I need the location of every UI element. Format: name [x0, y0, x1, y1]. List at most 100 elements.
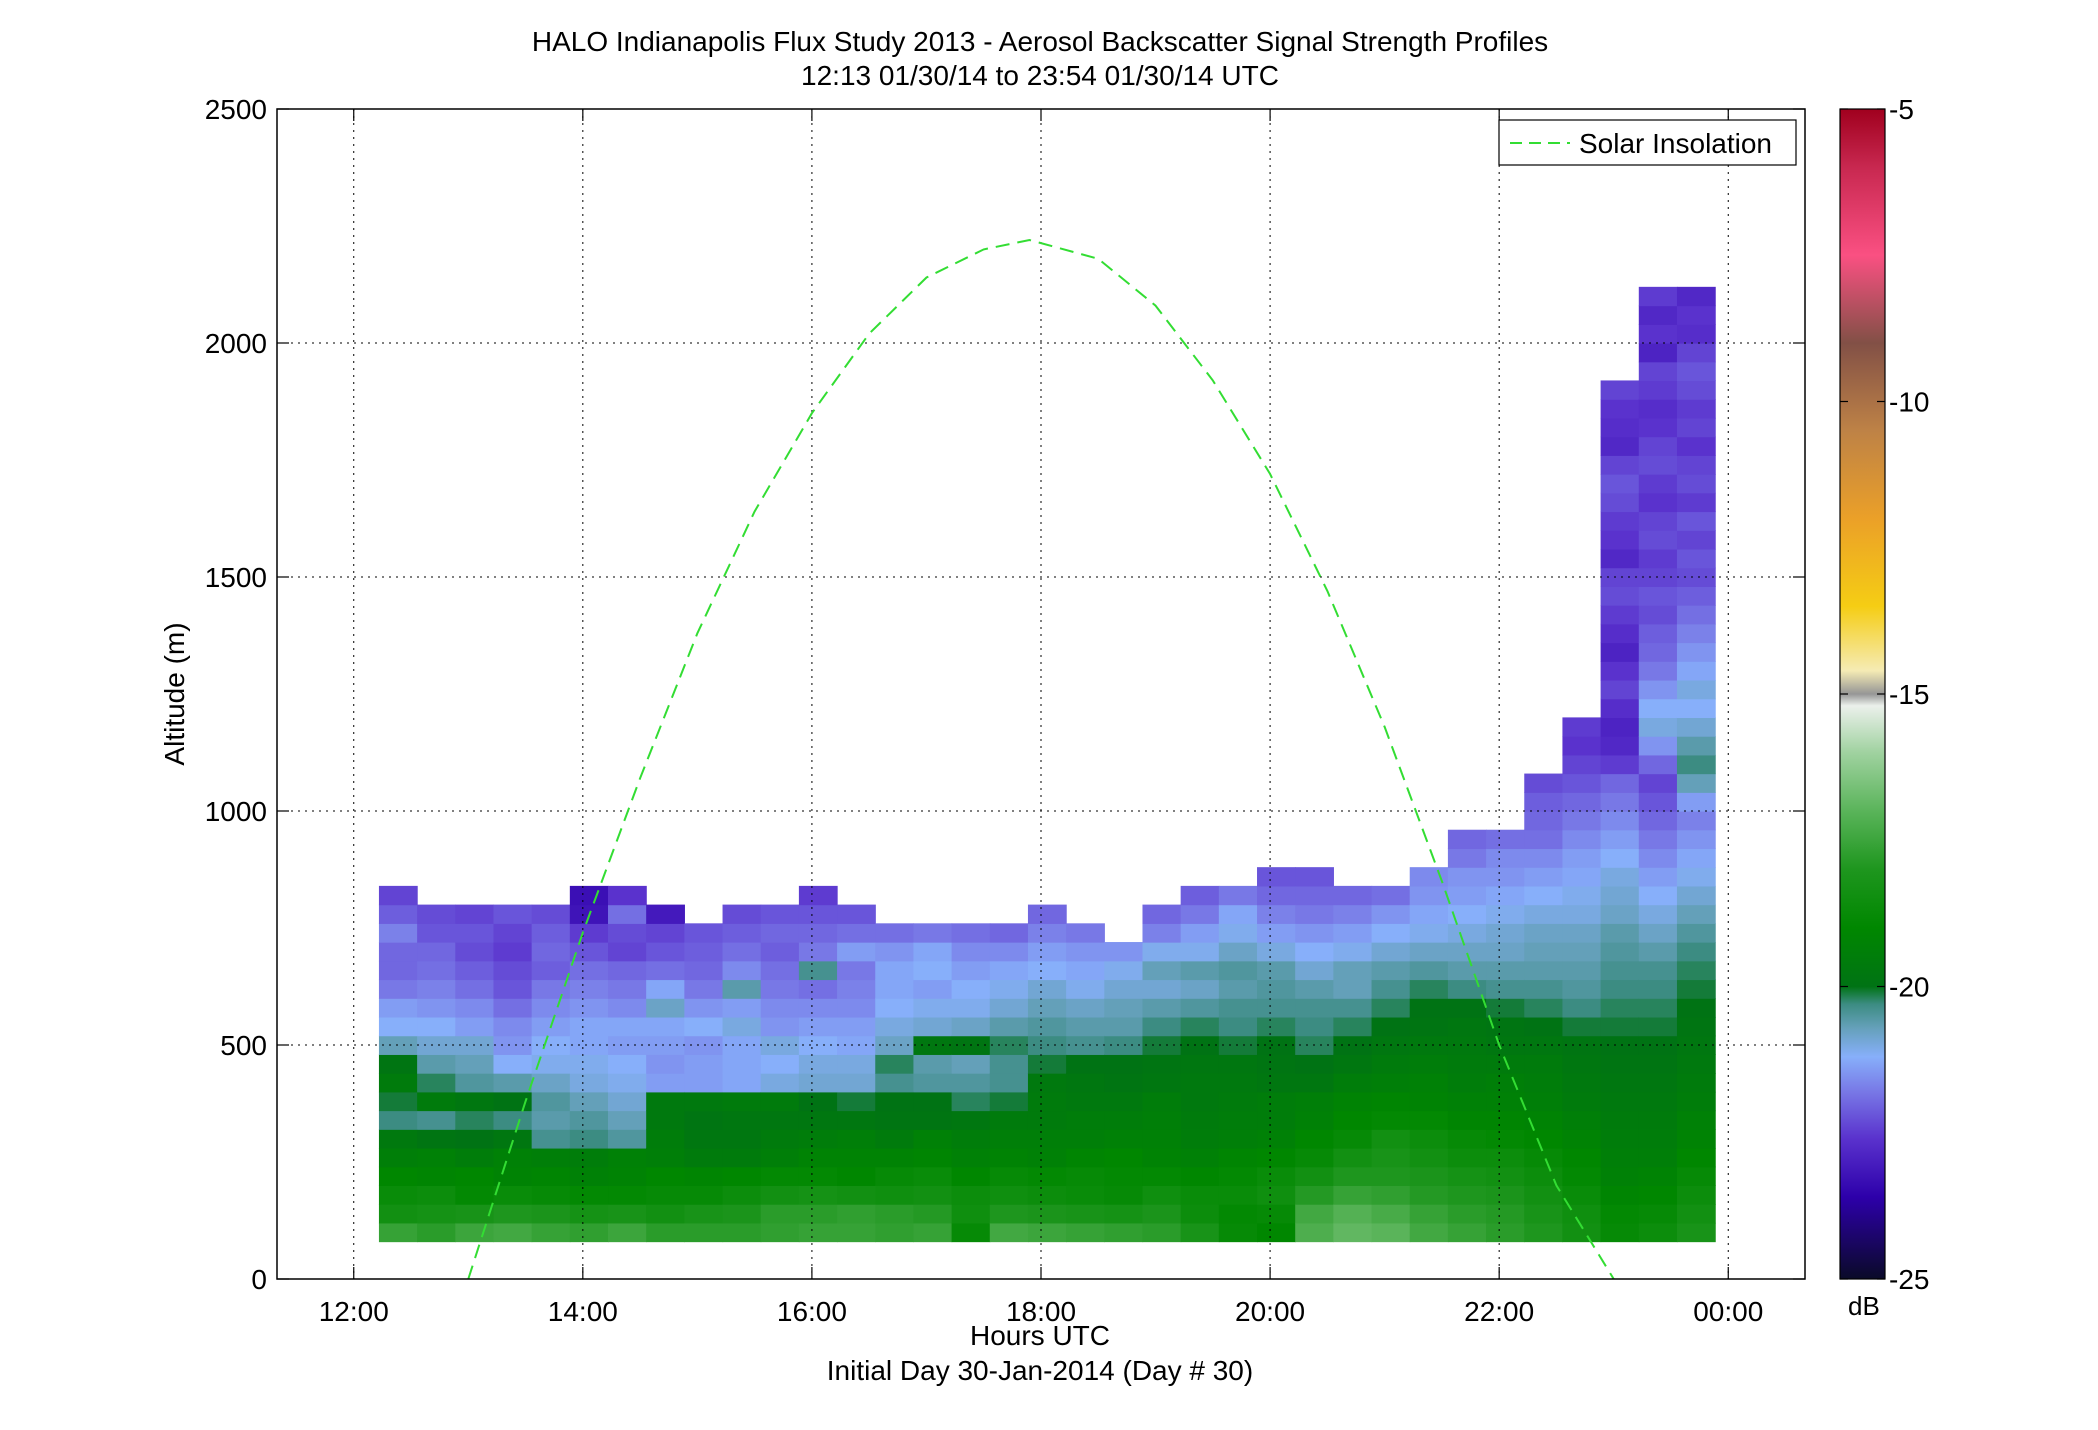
heatmap-cell: [1562, 1129, 1602, 1149]
heatmap-cell: [1524, 1204, 1564, 1224]
heatmap-cell: [1638, 455, 1678, 475]
heatmap-cell: [1638, 586, 1678, 606]
heatmap-cell: [684, 1147, 724, 1168]
heatmap-cell: [1409, 885, 1449, 906]
heatmap-cell: [1524, 867, 1564, 887]
heatmap-cell: [1104, 942, 1144, 962]
heatmap-cell: [1027, 1110, 1067, 1130]
heatmap-cell: [875, 960, 915, 981]
heatmap-cell: [1104, 1147, 1144, 1168]
heatmap-cell: [1600, 623, 1640, 644]
heatmap-cell: [1180, 885, 1220, 906]
heatmap-cell: [1295, 1073, 1334, 1093]
heatmap-cell: [1562, 998, 1602, 1018]
heatmap-cell: [1257, 979, 1296, 999]
heatmap-cell: [455, 1129, 495, 1149]
heatmap-cell: [1600, 717, 1640, 737]
heatmap-cell: [798, 1091, 838, 1112]
heatmap-cell: [1562, 736, 1602, 756]
heatmap-cell: [951, 1016, 991, 1037]
heatmap-cell: [569, 1035, 609, 1055]
heatmap-cell: [493, 942, 533, 962]
heatmap-cell: [608, 923, 647, 943]
heatmap-cell: [1486, 979, 1525, 999]
heatmap-cell: [1142, 979, 1182, 999]
heatmap-cell: [1524, 904, 1564, 924]
heatmap-cell: [1638, 998, 1678, 1018]
heatmap-cell: [1486, 829, 1525, 850]
heatmap-cell: [531, 1204, 571, 1224]
heatmap-cell: [1257, 1054, 1296, 1074]
heatmap-cell: [1486, 1054, 1525, 1074]
heatmap-cell: [760, 1147, 800, 1168]
x-tick-label: 00:00: [1693, 1296, 1763, 1327]
heatmap-cell: [722, 1110, 762, 1130]
heatmap-cell: [875, 1054, 915, 1074]
heatmap-cell: [1333, 942, 1373, 962]
heatmap-cell: [569, 1091, 609, 1112]
heatmap-cell: [1600, 661, 1640, 681]
heatmap-cell: [1218, 1110, 1258, 1130]
heatmap-cell: [1104, 979, 1144, 999]
heatmap-cell: [1676, 492, 1716, 513]
heatmap-cell: [1600, 979, 1640, 999]
heatmap-cell: [1409, 1204, 1449, 1224]
heatmap-cell: [493, 960, 533, 981]
legend-label: Solar Insolation: [1579, 128, 1772, 159]
heatmap-cell: [1600, 867, 1640, 887]
heatmap-cell: [1257, 1035, 1296, 1055]
heatmap-cell: [646, 1166, 685, 1186]
heatmap-cell: [1486, 1147, 1525, 1168]
heatmap-cell: [1447, 1222, 1487, 1243]
heatmap-cell: [493, 1016, 533, 1037]
heatmap-cell: [493, 1054, 533, 1074]
heatmap-cell: [455, 998, 495, 1018]
heatmap-cell: [798, 1166, 838, 1186]
heatmap-cell: [1638, 1054, 1678, 1074]
heatmap-cell: [1676, 998, 1716, 1018]
heatmap-cell: [378, 979, 418, 999]
heatmap-cell: [1104, 1222, 1144, 1243]
x-axis-sublabel: Initial Day 30-Jan-2014 (Day # 30): [827, 1355, 1253, 1386]
heatmap-cell: [1066, 1204, 1105, 1224]
heatmap-cell: [569, 1166, 609, 1186]
heatmap-cell: [1562, 1035, 1602, 1055]
heatmap-cell: [608, 1185, 647, 1205]
heatmap-cell: [1218, 1204, 1258, 1224]
heatmap-cell: [1218, 1016, 1258, 1037]
heatmap-cell: [989, 1110, 1029, 1130]
heatmap-cell: [1562, 979, 1602, 999]
heatmap-cell: [569, 979, 609, 999]
heatmap-cell: [608, 1147, 647, 1168]
heatmap-cell: [1180, 1166, 1220, 1186]
heatmap-cell: [1600, 885, 1640, 906]
heatmap-cell: [1447, 960, 1487, 981]
heatmap-cell: [1600, 1129, 1640, 1149]
heatmap-cell: [1600, 380, 1640, 400]
heatmap-cell: [569, 1110, 609, 1130]
heatmap-cell: [1676, 361, 1716, 382]
heatmap-cell: [1486, 885, 1525, 906]
heatmap-cell: [1638, 1222, 1678, 1243]
heatmap-cell: [1218, 1222, 1258, 1243]
heatmap-cell: [1142, 1110, 1182, 1130]
heatmap-cell: [417, 904, 456, 924]
heatmap-cell: [646, 923, 685, 943]
heatmap-cell: [760, 904, 800, 924]
heatmap-cell: [951, 979, 991, 999]
heatmap-cell: [1257, 1204, 1296, 1224]
heatmap-cell: [1676, 530, 1716, 550]
heatmap-cell: [684, 1222, 724, 1243]
heatmap-cell: [1142, 998, 1182, 1018]
heatmap-cell: [1333, 1073, 1373, 1093]
heatmap-cell: [1371, 1222, 1411, 1243]
heatmap-cell: [1333, 979, 1373, 999]
heatmap-cell: [684, 1035, 724, 1055]
heatmap-cell: [951, 1147, 991, 1168]
heatmap-cell: [875, 923, 915, 943]
heatmap-cell: [1676, 286, 1716, 307]
heatmap-cell: [1638, 904, 1678, 924]
heatmap-cell: [378, 942, 418, 962]
heatmap-cell: [951, 1129, 991, 1149]
heatmap-cell: [989, 1166, 1029, 1186]
